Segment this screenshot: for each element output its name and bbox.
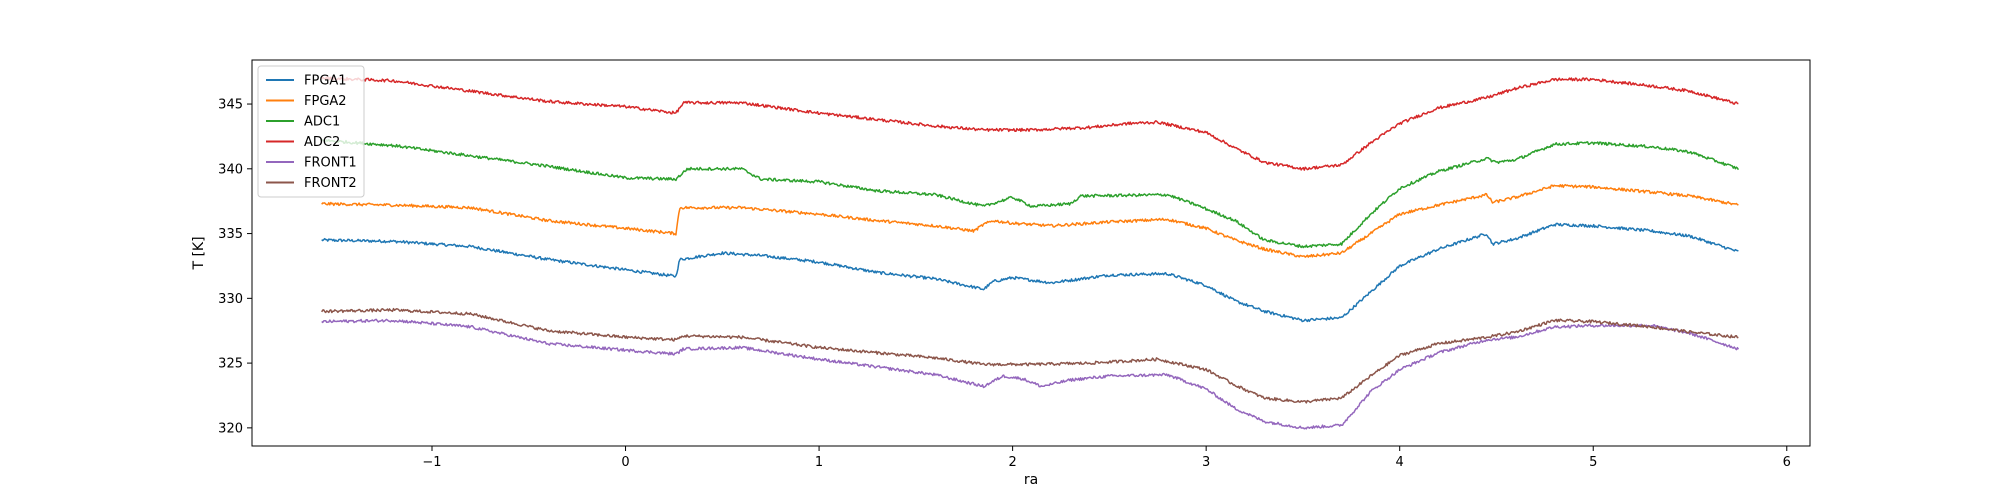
- series-line-adc2: [321, 76, 1739, 171]
- y-tick-label: 335: [218, 227, 243, 242]
- y-axis-ticks: 320 325 330 335 340 345: [218, 98, 252, 436]
- series-line-front2: [321, 307, 1739, 404]
- series-line-front1: [321, 318, 1740, 430]
- legend-entry: ADC2: [304, 135, 340, 150]
- axes-frame: [251, 59, 1811, 447]
- y-tick-label: 325: [218, 357, 243, 372]
- x-axis-label: ra: [1024, 472, 1038, 488]
- x-tick-label: 4: [1396, 455, 1404, 470]
- series-line-fpga2: [321, 183, 1739, 258]
- series-line-fpga1: [321, 222, 1739, 323]
- x-tick-label: 3: [1202, 455, 1210, 470]
- legend-entry: FPGA2: [304, 94, 347, 109]
- y-axis-label: T [K]: [191, 236, 207, 270]
- legend-entry: FRONT1: [304, 156, 357, 171]
- y-tick-label: 340: [218, 162, 243, 177]
- legend-entry: FPGA1: [304, 74, 347, 89]
- y-tick-label: 320: [218, 421, 243, 436]
- y-tick-label: 345: [218, 98, 243, 113]
- x-tick-label: 6: [1783, 455, 1791, 470]
- x-axis-ticks: −1 0 1 2 3 4 5 6: [422, 446, 1791, 470]
- x-tick-label: 2: [1008, 455, 1016, 470]
- plot-lines: [321, 76, 1740, 430]
- x-tick-label: 0: [621, 455, 629, 470]
- x-tick-label: 1: [815, 455, 823, 470]
- y-tick-label: 330: [218, 292, 243, 307]
- x-tick-label: −1: [422, 455, 441, 470]
- legend-entry: FRONT2: [304, 176, 357, 191]
- series-line-adc1: [321, 138, 1740, 249]
- legend: FPGA1 FPGA2 ADC1 ADC2 FRONT1 FRONT2: [257, 65, 365, 198]
- x-tick-label: 5: [1589, 455, 1597, 470]
- legend-box: [257, 65, 365, 198]
- legend-entry: ADC1: [304, 115, 340, 130]
